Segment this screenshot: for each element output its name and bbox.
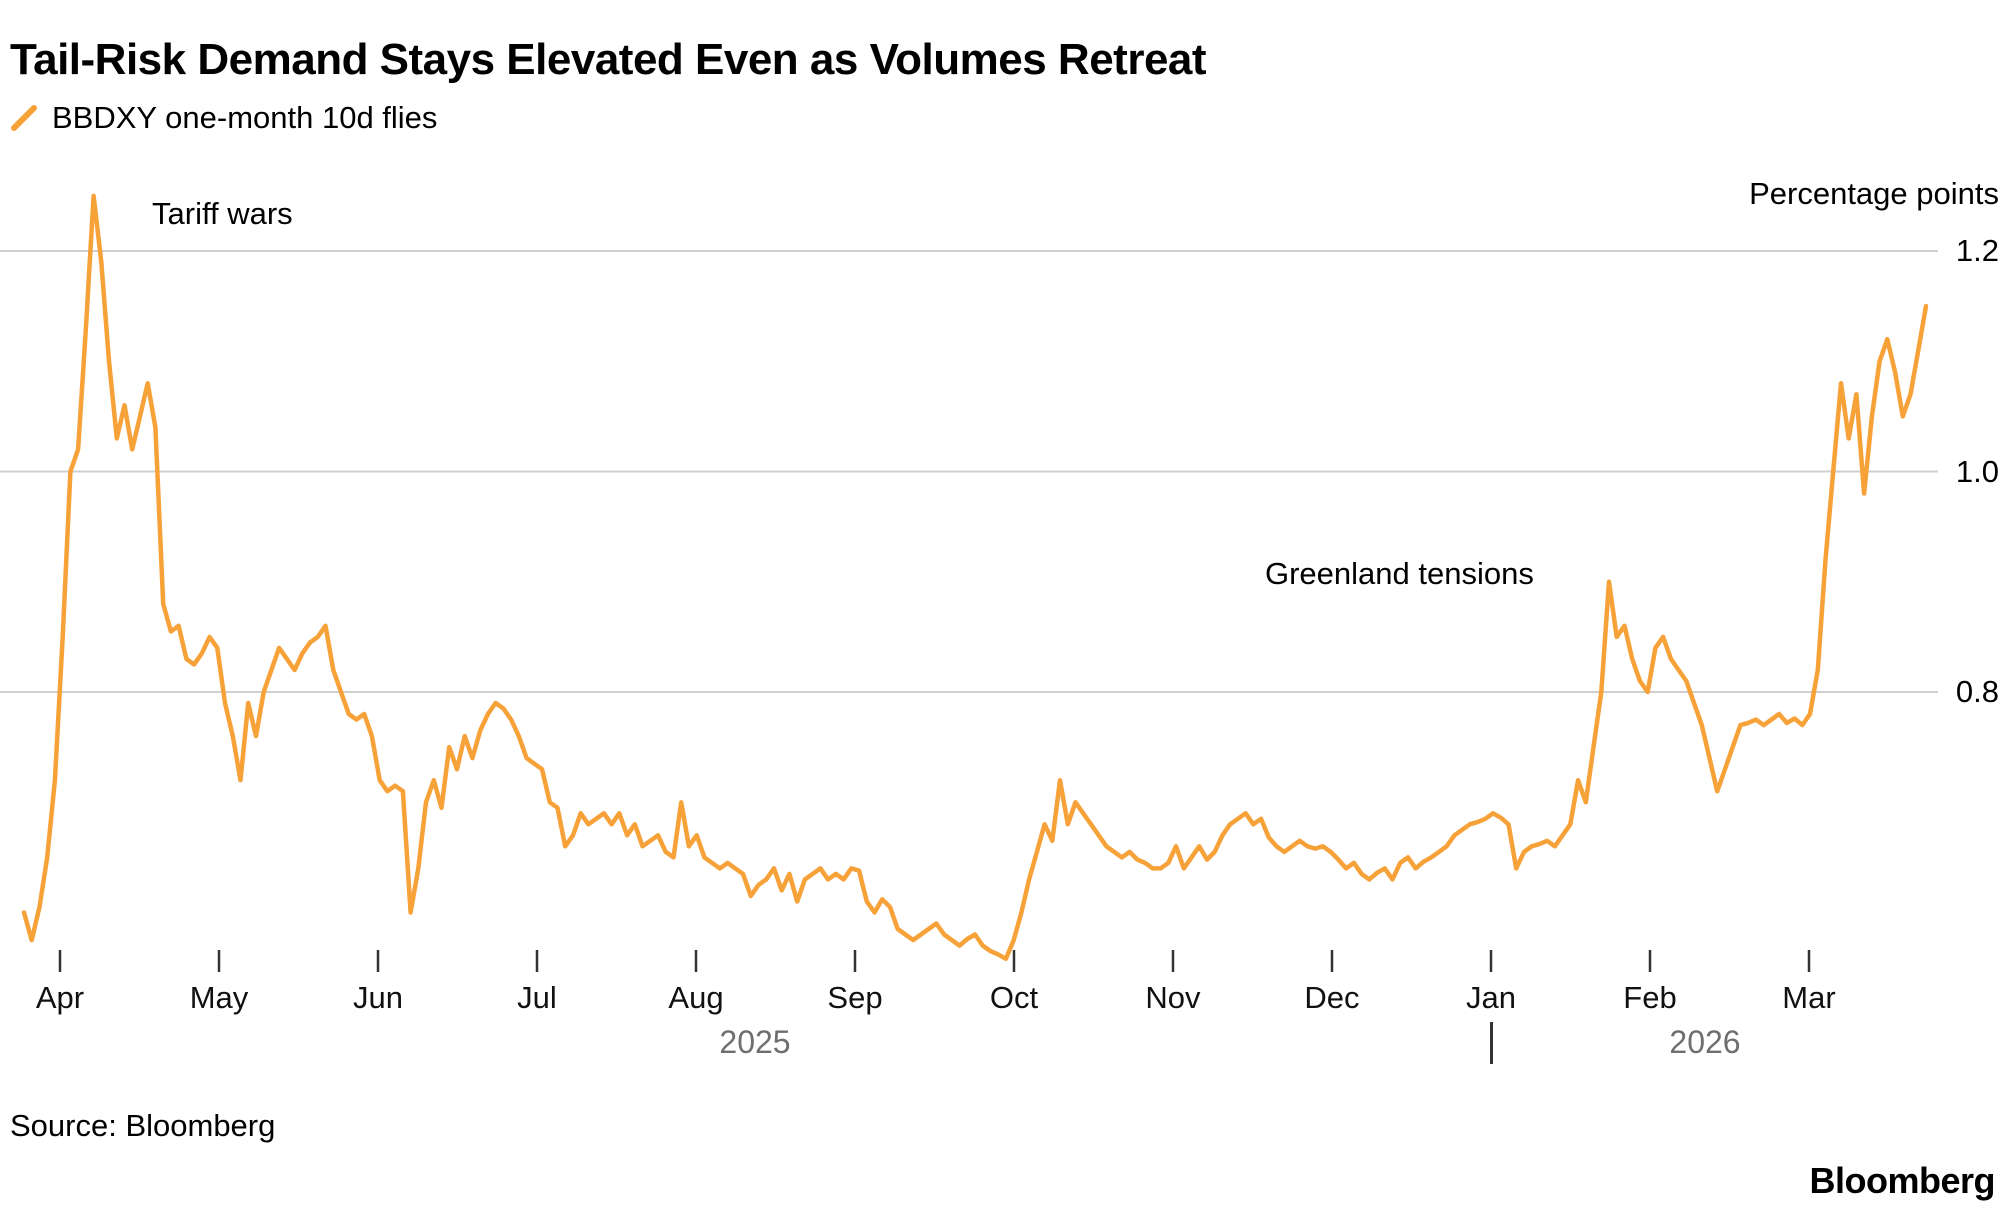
x-axis-year-2025: 2025 [719,1024,791,1060]
annotation-tariff-wars: Tariff wars [152,196,293,231]
series-line-bbdxy [21,193,1929,962]
x-axis-label-feb: Feb [1623,980,1677,1015]
legend-label: BBDXY one-month 10d flies [52,100,438,135]
x-axis-label-dec: Dec [1304,980,1360,1015]
bloomberg-logo: Bloomberg [1809,1160,1995,1201]
y-axis-label-0.8: 0.8 [1955,674,1999,709]
y-axis-title: Percentage points [1749,176,1999,211]
chart-title: Tail-Risk Demand Stays Elevated Even as … [10,35,1207,85]
x-axis-label-mar: Mar [1782,980,1836,1015]
x-axis-label-jan: Jan [1466,980,1516,1015]
annotation-greenland-tensions: Greenland tensions [1265,556,1534,591]
x-axis-year-2026: 2026 [1669,1024,1741,1060]
x-axis-label-nov: Nov [1145,980,1201,1015]
x-axis-label-may: May [189,980,249,1015]
x-axis-label-jun: Jun [353,980,403,1015]
x-axis-label-jul: Jul [517,980,557,1015]
x-axis-label-aug: Aug [668,980,724,1015]
source-credit: Source: Bloomberg [10,1108,276,1143]
x-axis-label-apr: Apr [35,980,85,1015]
legend: BBDXY one-month 10d flies [10,100,437,136]
x-axis-label-sep: Sep [827,980,883,1015]
year-divider [1490,1022,1493,1064]
legend-line-icon [11,105,37,131]
y-axis-label-1.2: 1.2 [1955,233,1999,268]
x-axis-label-oct: Oct [989,980,1039,1015]
y-axis-label-1.0: 1.0 [1955,453,1999,489]
